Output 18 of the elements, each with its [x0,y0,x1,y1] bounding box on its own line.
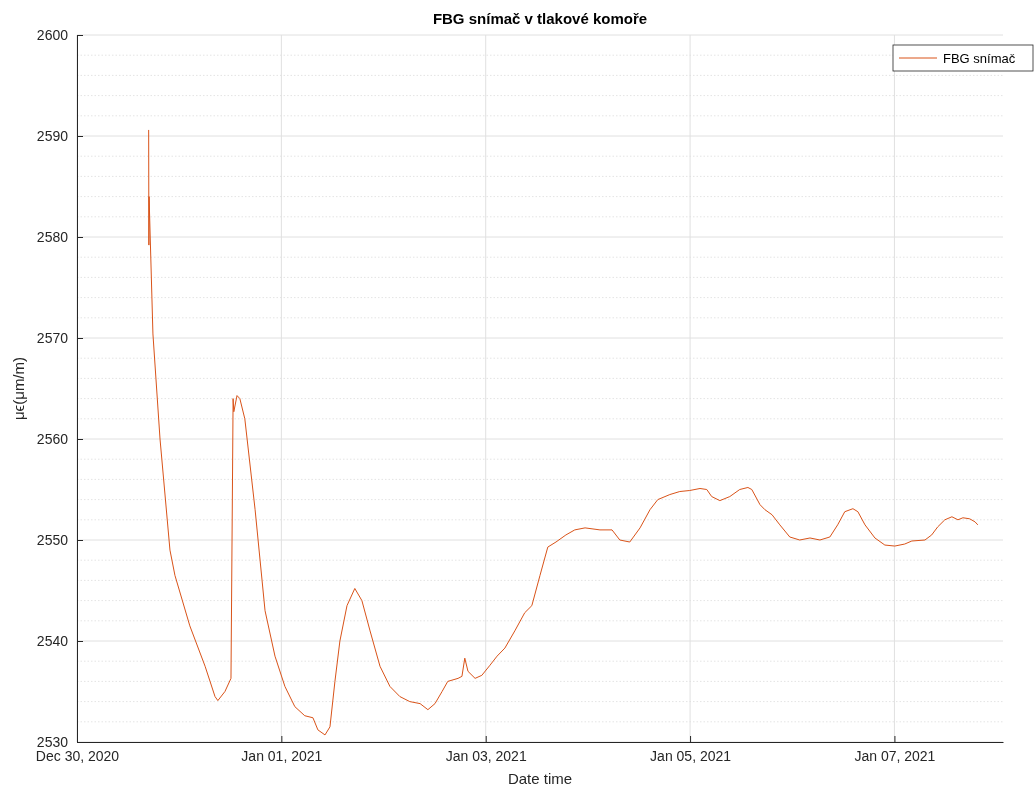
x-tick-label: Jan 07, 2021 [854,747,936,764]
y-tick-label: 2550 [36,531,69,548]
y-axis-title: μϵ(μm/m) [10,356,27,421]
y-tick-label: 2590 [36,127,69,144]
y-tick-label: 2600 [36,26,69,43]
y-tick-label: 2580 [36,228,69,245]
y-tick-label: 2560 [36,430,69,447]
x-tick-label: Dec 30, 2020 [35,747,120,764]
x-tick-label: Jan 05, 2021 [650,747,732,764]
y-tick-label: 2570 [36,329,69,346]
x-tick-label: Jan 03, 2021 [445,747,527,764]
y-tick-label: 2530 [36,733,69,750]
x-tick-label: Jan 01, 2021 [241,747,323,764]
x-axis-title: Date time [507,770,573,787]
chart-title: FBG snímač v tlakové komoře [432,10,648,27]
line-series [148,129,979,736]
legend-label: FBG snímač [943,51,1016,66]
y-tick-label: 2540 [36,632,69,649]
